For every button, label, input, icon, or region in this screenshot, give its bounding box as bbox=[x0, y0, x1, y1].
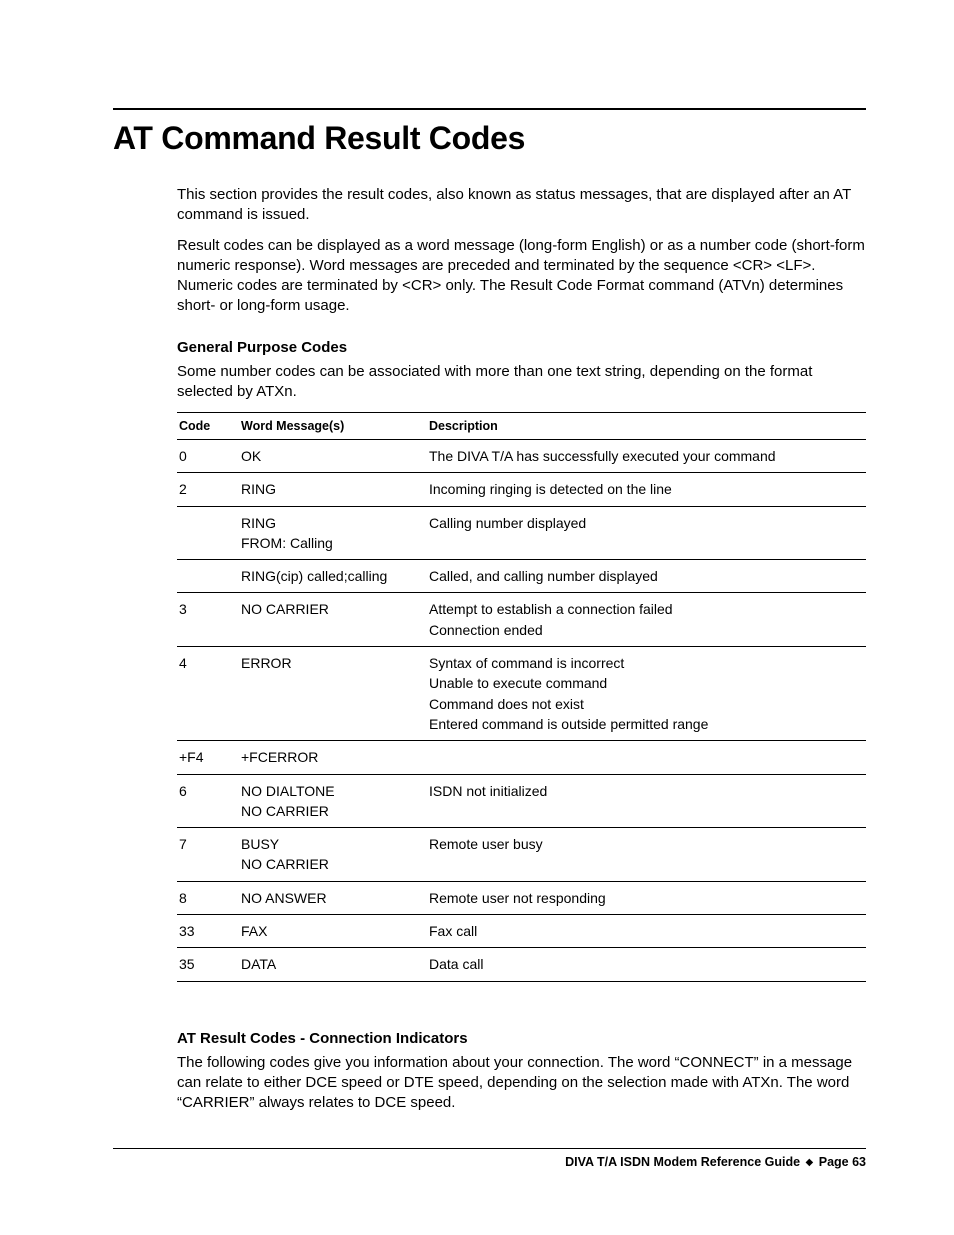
cell-desc: Remote user not responding bbox=[427, 881, 866, 914]
cell-msg: +FCERROR bbox=[239, 741, 427, 774]
cell-msg: OK bbox=[239, 440, 427, 473]
table-row: RING(cip) called;calling Called, and cal… bbox=[177, 560, 866, 593]
cell-msg: FAX bbox=[239, 915, 427, 948]
section-text-general: Some number codes can be associated with… bbox=[177, 362, 866, 403]
title-rule bbox=[113, 108, 866, 110]
footer-doc-title: DIVA T/A ISDN Modem Reference Guide bbox=[565, 1155, 800, 1169]
table-row: 3 NO CARRIER Attempt to establish a conn… bbox=[177, 593, 866, 647]
cell-desc: Fax call bbox=[427, 915, 866, 948]
section-text-connection: The following codes give you information… bbox=[177, 1053, 866, 1114]
table-row: 8 NO ANSWER Remote user not responding bbox=[177, 881, 866, 914]
cell-code: 0 bbox=[177, 440, 239, 473]
cell-code: 8 bbox=[177, 881, 239, 914]
cell-desc: Data call bbox=[427, 948, 866, 981]
codes-table: Code Word Message(s) Description 0 OK Th… bbox=[177, 412, 866, 982]
cell-code: 35 bbox=[177, 948, 239, 981]
cell-msg: NO CARRIER bbox=[239, 593, 427, 647]
page-title: AT Command Result Codes bbox=[113, 120, 866, 157]
cell-code: 2 bbox=[177, 473, 239, 506]
cell-desc: Calling number displayed bbox=[427, 506, 866, 560]
cell-msg: NO ANSWER bbox=[239, 881, 427, 914]
cell-code bbox=[177, 560, 239, 593]
table-header-row: Code Word Message(s) Description bbox=[177, 413, 866, 440]
section-heading-general: General Purpose Codes bbox=[177, 339, 866, 356]
section-heading-connection: AT Result Codes - Connection Indicators bbox=[177, 1030, 866, 1047]
cell-code: 7 bbox=[177, 828, 239, 882]
cell-msg: RING FROM: Calling bbox=[239, 506, 427, 560]
cell-msg: DATA bbox=[239, 948, 427, 981]
intro-paragraph-2: Result codes can be displayed as a word … bbox=[177, 236, 866, 317]
cell-code bbox=[177, 506, 239, 560]
cell-desc: Attempt to establish a connection failed… bbox=[427, 593, 866, 647]
cell-code: 4 bbox=[177, 647, 239, 741]
table-row: RING FROM: Calling Calling number displa… bbox=[177, 506, 866, 560]
cell-desc: ISDN not initialized bbox=[427, 774, 866, 828]
table-row: +F4 +FCERROR bbox=[177, 741, 866, 774]
cell-code: 6 bbox=[177, 774, 239, 828]
col-header-msg: Word Message(s) bbox=[239, 413, 427, 440]
page-footer: DIVA T/A ISDN Modem Reference Guide ◆ Pa… bbox=[113, 1148, 866, 1169]
cell-msg: ERROR bbox=[239, 647, 427, 741]
col-header-code: Code bbox=[177, 413, 239, 440]
col-header-desc: Description bbox=[427, 413, 866, 440]
cell-msg: BUSY NO CARRIER bbox=[239, 828, 427, 882]
footer-rule bbox=[113, 1148, 866, 1149]
cell-code: 3 bbox=[177, 593, 239, 647]
cell-desc: Incoming ringing is detected on the line bbox=[427, 473, 866, 506]
cell-msg: NO DIALTONE NO CARRIER bbox=[239, 774, 427, 828]
cell-msg: RING(cip) called;calling bbox=[239, 560, 427, 593]
cell-desc: Remote user busy bbox=[427, 828, 866, 882]
cell-desc bbox=[427, 741, 866, 774]
cell-code: 33 bbox=[177, 915, 239, 948]
table-row: 2 RING Incoming ringing is detected on t… bbox=[177, 473, 866, 506]
table-row: 35 DATA Data call bbox=[177, 948, 866, 981]
table-row: 0 OK The DIVA T/A has successfully execu… bbox=[177, 440, 866, 473]
table-row: 4 ERROR Syntax of command is incorrect U… bbox=[177, 647, 866, 741]
footer-page-label: Page 63 bbox=[819, 1155, 866, 1169]
intro-paragraph-1: This section provides the result codes, … bbox=[177, 185, 866, 226]
cell-desc: The DIVA T/A has successfully executed y… bbox=[427, 440, 866, 473]
cell-desc: Called, and calling number displayed bbox=[427, 560, 866, 593]
table-row: 33 FAX Fax call bbox=[177, 915, 866, 948]
cell-desc: Syntax of command is incorrect Unable to… bbox=[427, 647, 866, 741]
cell-msg: RING bbox=[239, 473, 427, 506]
table-row: 6 NO DIALTONE NO CARRIER ISDN not initia… bbox=[177, 774, 866, 828]
footer-text: DIVA T/A ISDN Modem Reference Guide ◆ Pa… bbox=[113, 1155, 866, 1169]
diamond-icon: ◆ bbox=[804, 1157, 816, 1168]
cell-code: +F4 bbox=[177, 741, 239, 774]
table-row: 7 BUSY NO CARRIER Remote user busy bbox=[177, 828, 866, 882]
